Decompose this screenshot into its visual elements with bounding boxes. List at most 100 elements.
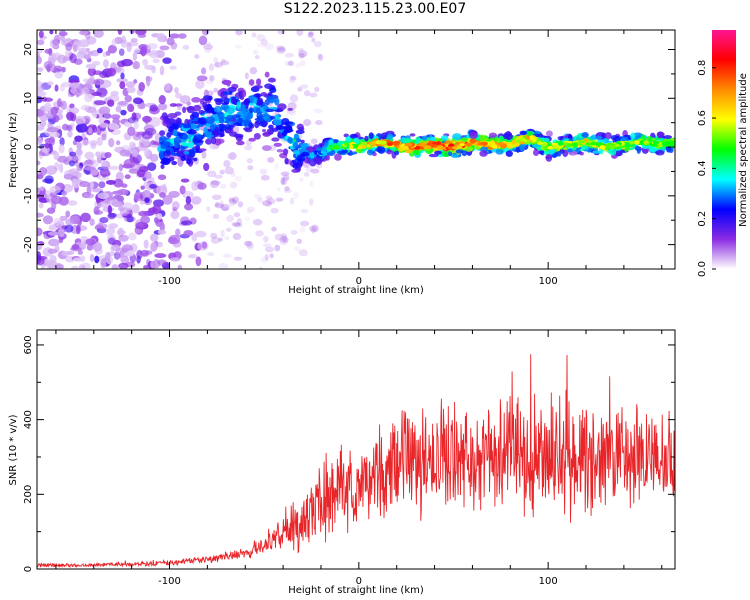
spectrogram-band-blob [236,101,242,109]
spectrogram-noise-blob [274,244,281,252]
spectrogram-noise-blob [219,169,225,175]
spectrogram-band-blob [248,79,255,86]
spectrogram-band-blob [556,150,562,157]
spectrogram-ridge-blob [436,145,444,150]
spectrogram-ridge-blob [322,148,327,153]
spectrogram-noise-blob [75,118,84,125]
spectrogram-noise-blob [149,49,159,59]
spectrogram-noise-blob [182,44,190,50]
spectrogram-band-blob [255,107,261,114]
spectrogram-noise-blob [186,101,192,106]
spectrogram-noise-blob [310,138,318,144]
spectrogram-noise-blob [149,184,157,189]
spectrogram-noise-blob [203,44,214,50]
spectrogram-band-blob [281,131,288,137]
spectrogram-band-blob [222,91,233,95]
spectrogram-noise-blob [37,212,44,218]
snr-line [37,354,675,569]
spectrogram-ridge-blob [511,139,517,145]
spectrogram-noise-blob [244,145,253,151]
spectrogram-noise-blob [255,230,264,237]
spectrogram-noise-blob [60,40,66,46]
spectrogram-band-blob [450,153,460,159]
spectrogram-noise-blob [102,59,109,68]
spectrogram-noise-blob [50,195,63,205]
spectrogram-band-blob [452,133,462,141]
spectrogram-noise-blob [308,31,314,36]
spectrogram-band-blob [538,150,545,155]
spectrogram-noise-blob [54,71,64,79]
spectrogram-ridge-blob [625,142,630,148]
spectrogram-noise-blob [213,61,224,68]
spectrogram-band-blob [226,107,235,114]
spectrogram-noise-blob [105,228,111,236]
spectrogram-band-blob [615,150,622,157]
spectrogram-ridge-blob [633,140,640,145]
colorbar: 0.0 0.2 0.4 0.6 0.8 Normalized spectral ampl… [697,30,749,277]
spectrogram-ridge-blob [426,142,432,146]
spectrogram-band-blob [298,126,305,131]
spectrogram-noise-blob [140,215,151,225]
spectrogram-noise-blob [300,220,310,227]
spectrogram-noise-blob [108,237,116,245]
spectrogram-noise-blob [219,200,225,208]
spectrogram-noise-blob [149,233,159,242]
spectrogram-noise-blob [138,82,146,92]
spectrogram-band-blob [630,132,636,140]
spectrogram-band-blob [301,151,310,157]
spectrogram-noise-blob [47,231,59,236]
spectrogram-noise-blob [221,206,229,211]
spectrogram-ridge-blob [452,146,457,150]
spectrogram-noise-blob [232,196,240,203]
spectrogram-noise-blob [213,87,218,93]
spectrogram-band-blob [193,157,198,162]
spectrogram-noise-blob [265,195,273,201]
spectrogram-band-blob [519,143,525,152]
spectrogram-noise-blob [48,224,57,231]
spectrogram-noise-blob [117,30,123,35]
spectrogram-noise-blob [105,179,116,185]
spectrogram-noise-blob [59,163,64,174]
spectrogram-band-blob [306,146,314,151]
spectrogram-band-blob [167,113,178,119]
spectrogram-noise-blob [246,209,253,214]
spectrogram-noise-blob [46,126,59,133]
spectrogram-band-blob [266,128,273,135]
spectrogram-band-blob [271,137,280,142]
spectrogram-noise-blob [177,33,187,39]
spectrogram-noise-blob [65,210,71,218]
spectrogram-band-blob [455,149,464,154]
spectrogram-noise-blob [293,191,299,200]
spectrogram-noise-blob [37,51,41,59]
spectrogram-band-blob [274,97,280,106]
spectrogram-noise-blob [84,92,93,103]
spectrogram-noise-blob [159,222,165,232]
snr-panel: -100 0 100 0 200 400 600 Height of straight li… [8,329,676,596]
spectrogram-noise-blob [144,171,152,180]
spectrogram-noise-blob [107,204,113,215]
spectrogram-noise-blob [245,216,250,222]
spectrogram-noise-blob [246,243,255,251]
spectrogram-band-blob [267,77,276,83]
spectrogram-noise-blob [116,100,129,107]
spectrogram-noise-blob [58,228,65,238]
spectrogram-noise-blob [234,175,242,182]
spectrogram-noise-blob [120,72,125,80]
spectrogram-band-blob [166,131,172,138]
spectrogram-noise-blob [314,86,320,93]
spectrogram-noise-blob [42,215,54,225]
spectrogram-noise-blob [77,249,83,255]
spectrogram-band-blob [244,128,253,133]
spectrogram-ridge-blob [557,141,564,146]
spectrogram-noise-blob [314,120,323,126]
spectrogram-band-blob [276,148,284,153]
spectrogram-noise-blob [147,162,157,172]
spectrogram-ridge-blob [447,146,453,150]
spectrogram-band-blob [181,142,192,147]
spectrogram-band-blob [197,117,208,125]
spectrogram-ridge-blob [432,141,438,146]
spectrogram-noise-blob [274,233,285,241]
spectrogram-noise-blob [85,238,96,246]
spectrogram-noise-blob [37,95,43,104]
spectrogram-noise-blob [87,50,94,56]
